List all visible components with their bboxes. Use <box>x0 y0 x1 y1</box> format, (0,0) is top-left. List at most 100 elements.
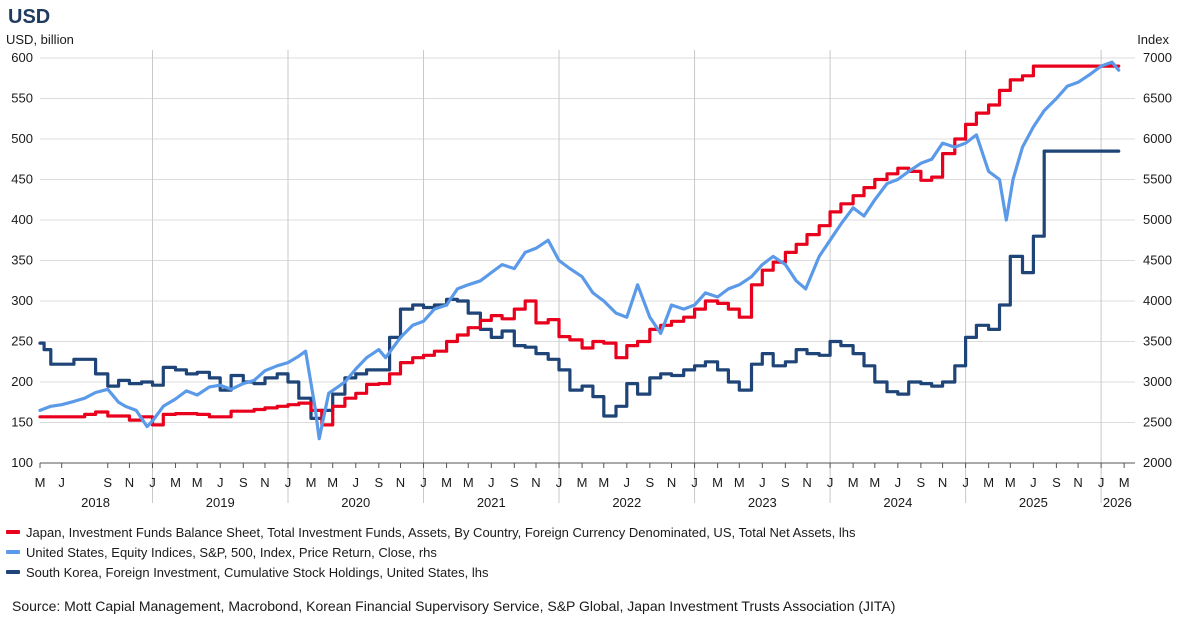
left-tick-label: 550 <box>11 91 33 106</box>
month-tick-label: J <box>285 475 292 490</box>
month-tick-label: M <box>577 475 588 490</box>
legend-label-korea: South Korea, Foreign Investment, Cumulat… <box>26 564 489 580</box>
legend-label-sp500: United States, Equity Indices, S&P, 500,… <box>26 544 437 560</box>
month-tick-label: J <box>353 475 360 490</box>
month-tick-label: J <box>1098 475 1105 490</box>
left-tick-label: 600 <box>11 50 33 65</box>
left-tick-label: 300 <box>11 293 33 308</box>
right-axis-unit-label: Index <box>1137 32 1169 47</box>
month-tick-label: J <box>556 475 563 490</box>
month-tick-label: S <box>374 475 383 490</box>
month-tick-label: J <box>149 475 156 490</box>
year-label: 2020 <box>341 495 370 510</box>
right-tick-label: 4000 <box>1143 293 1172 308</box>
month-tick-label: S <box>510 475 519 490</box>
year-label: 2023 <box>748 495 777 510</box>
month-tick-label: M <box>598 475 609 490</box>
month-tick-label: M <box>712 475 723 490</box>
left-tick-label: 500 <box>11 131 33 146</box>
year-label: 2026 <box>1103 495 1132 510</box>
month-tick-label: N <box>260 475 269 490</box>
right-tick-label: 3000 <box>1143 374 1172 389</box>
right-tick-label: 5000 <box>1143 212 1172 227</box>
month-tick-label: M <box>192 475 203 490</box>
month-tick-label: J <box>420 475 427 490</box>
month-tick-label: M <box>848 475 859 490</box>
month-tick-label: M <box>1005 475 1016 490</box>
month-tick-label: J <box>759 475 766 490</box>
month-tick-label: J <box>691 475 698 490</box>
month-tick-label: J <box>895 475 902 490</box>
month-tick-label: S <box>103 475 112 490</box>
month-tick-label: N <box>125 475 134 490</box>
left-tick-label: 150 <box>11 415 33 430</box>
right-tick-label: 2500 <box>1143 415 1172 430</box>
source-note: Source: Mott Capial Management, Macrobon… <box>12 598 896 614</box>
month-tick-label: J <box>827 475 834 490</box>
month-tick-label: J <box>962 475 969 490</box>
series-sp500-line <box>38 60 1121 441</box>
month-tick-label: N <box>531 475 540 490</box>
month-tick-label: M <box>734 475 745 490</box>
month-tick-label: J <box>217 475 224 490</box>
year-label: 2025 <box>1019 495 1048 510</box>
legend-swatch-korea <box>6 570 20 574</box>
month-tick-label: M <box>35 475 46 490</box>
right-tick-label: 6000 <box>1143 131 1172 146</box>
month-tick-label: S <box>646 475 655 490</box>
month-tick-label: M <box>869 475 880 490</box>
right-tick-label: 6500 <box>1143 91 1172 106</box>
month-tick-label: S <box>1052 475 1061 490</box>
series-japan-line <box>38 64 1121 427</box>
right-tick-label: 4500 <box>1143 253 1172 268</box>
left-tick-label: 100 <box>11 455 33 470</box>
legend-item-japan: Japan, Investment Funds Balance Sheet, T… <box>6 522 856 542</box>
chart-title: USD <box>8 6 51 28</box>
month-tick-label: M <box>463 475 474 490</box>
chart-canvas: 100 150 200 250 300 350 400 450 500 550 600 2000 250… <box>11 50 1172 510</box>
month-tick-label: N <box>667 475 676 490</box>
legend-swatch-sp500 <box>6 550 20 554</box>
month-tick-label: J <box>624 475 631 490</box>
legend-swatch-japan <box>6 530 20 534</box>
year-label: 2021 <box>477 495 506 510</box>
right-tick-label: 7000 <box>1143 50 1172 65</box>
left-tick-label: 400 <box>11 212 33 227</box>
right-tick-label: 2000 <box>1143 455 1172 470</box>
legend: Japan, Investment Funds Balance Sheet, T… <box>6 522 856 582</box>
month-tick-label: S <box>239 475 248 490</box>
month-tick-label: J <box>1030 475 1037 490</box>
legend-item-sp500: United States, Equity Indices, S&P, 500,… <box>6 542 856 562</box>
month-tick-label: M <box>327 475 338 490</box>
year-label: 2024 <box>883 495 912 510</box>
month-tick-label: N <box>396 475 405 490</box>
legend-item-korea: South Korea, Foreign Investment, Cumulat… <box>6 562 856 582</box>
year-label: 2022 <box>612 495 641 510</box>
month-tick-label: M <box>1119 475 1130 490</box>
month-tick-label: N <box>1073 475 1082 490</box>
right-tick-label: 5500 <box>1143 172 1172 187</box>
month-tick-label: J <box>488 475 495 490</box>
axes: 100 150 200 250 300 350 400 450 500 550 600 2000 250… <box>11 50 1172 510</box>
left-tick-label: 450 <box>11 172 33 187</box>
month-tick-label: S <box>781 475 790 490</box>
month-tick-label: M <box>441 475 452 490</box>
month-tick-label: M <box>983 475 994 490</box>
left-axis-unit-label: USD, billion <box>6 32 74 47</box>
year-label: 2018 <box>81 495 110 510</box>
month-tick-label: M <box>306 475 317 490</box>
series-lines <box>38 60 1121 441</box>
month-tick-label: M <box>170 475 181 490</box>
right-tick-label: 3500 <box>1143 334 1172 349</box>
legend-label-japan: Japan, Investment Funds Balance Sheet, T… <box>26 524 856 540</box>
left-tick-label: 350 <box>11 253 33 268</box>
left-tick-label: 250 <box>11 334 33 349</box>
year-label: 2019 <box>206 495 235 510</box>
month-tick-label: S <box>917 475 926 490</box>
left-tick-label: 200 <box>11 374 33 389</box>
month-tick-label: J <box>58 475 65 490</box>
series-korea-line <box>38 149 1121 420</box>
month-tick-label: N <box>802 475 811 490</box>
gridlines <box>40 50 1135 503</box>
month-tick-label: N <box>938 475 947 490</box>
